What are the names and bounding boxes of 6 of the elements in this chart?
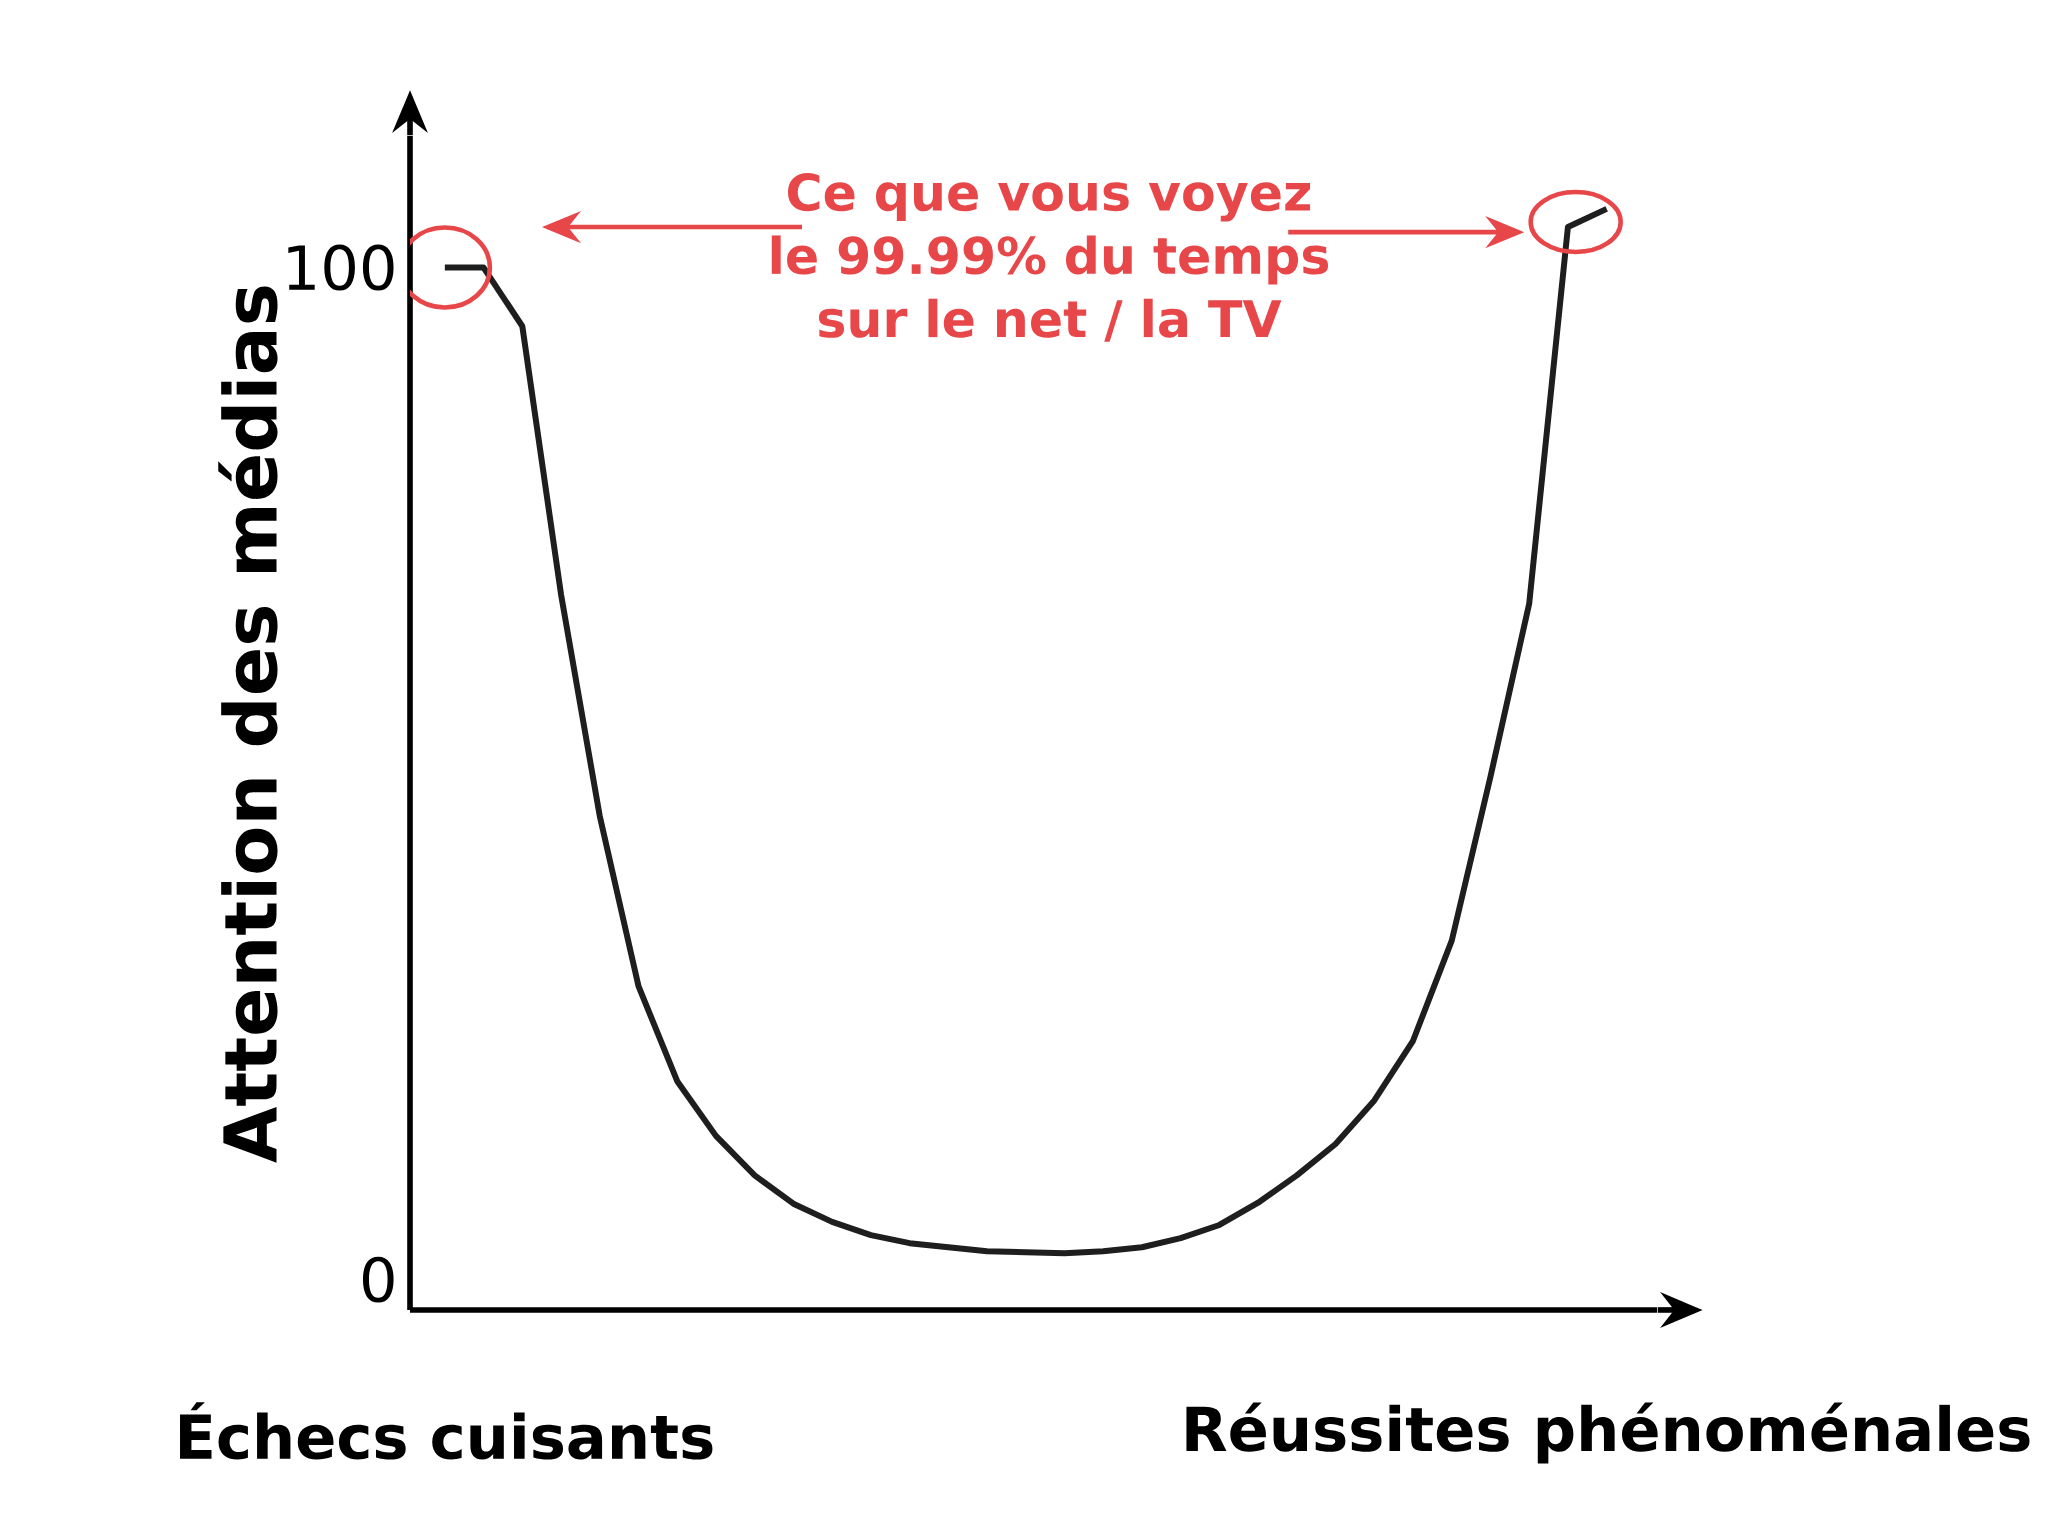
y-axis-title: Attention des médias	[218, 286, 278, 1163]
x-tick-label: Échecs cuisants	[180, 1402, 713, 1460]
x-tick-label: Réussites phénoménales	[1186, 1402, 2030, 1464]
annotation: Ce que vous voyez le 99.99% du temps sur le net / la TV	[771, 173, 1329, 342]
y-tick-label: 0	[362, 1256, 394, 1303]
y-tick-label: 100	[288, 244, 394, 291]
